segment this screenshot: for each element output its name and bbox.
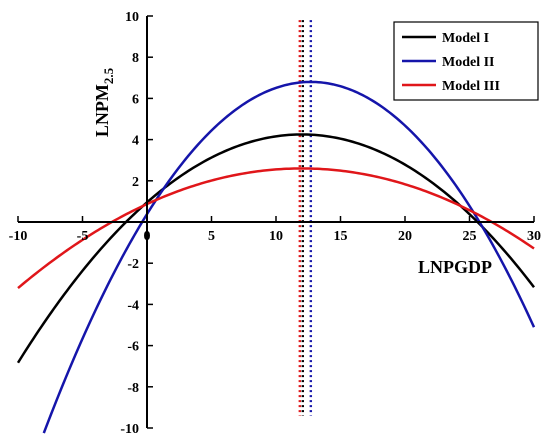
y-tick-label: -6	[127, 340, 139, 355]
y-axis-title: LNPM2.5	[92, 67, 116, 137]
y-tick-label: -8	[127, 381, 139, 396]
y-tick-label: -10	[120, 422, 139, 437]
series-line-model-i	[16, 133, 535, 364]
series-line-model-ii	[42, 80, 536, 434]
x-axis-title: LNPGDP	[418, 257, 492, 277]
x-tick-label: 20	[398, 229, 412, 244]
y-tick-label: 6	[132, 92, 139, 107]
y-axis-title-main: LNPM	[92, 84, 112, 137]
x-tick-label: -5	[77, 229, 89, 244]
y-tick-label: 8	[132, 51, 139, 66]
x-tick-label: 15	[334, 229, 348, 244]
legend: Model I Model II Model III	[393, 21, 539, 101]
x-tick-label: 25	[463, 229, 477, 244]
y-tick-label: 10	[125, 10, 139, 25]
x-tick-label: 5	[208, 229, 215, 244]
y-tick-label: 4	[132, 134, 139, 149]
x-tick-label: 10	[269, 229, 283, 244]
y-tick-label: -2	[127, 257, 139, 272]
legend-label-model-i: Model I	[442, 31, 489, 46]
y-tick-label: 2	[132, 175, 139, 190]
axis-ticks: -10 -5 0 5 10 15 20 25 30 -10 -8 -6 -4 -2 2 4 6 8 10	[9, 10, 541, 437]
x-tick-label: -10	[9, 229, 28, 244]
legend-label-model-iii: Model III	[442, 79, 500, 94]
x-tick-label: 0	[144, 229, 151, 244]
legend-box	[393, 21, 539, 101]
legend-label-model-ii: Model II	[442, 55, 495, 70]
reference-lines	[298, 20, 313, 416]
y-axis-title-subscript: 2.5	[101, 67, 116, 84]
series-line-model-iii	[17, 167, 535, 290]
x-tick-label: 30	[527, 229, 541, 244]
series-lines	[16, 80, 536, 434]
y-tick-label: -4	[127, 298, 139, 313]
